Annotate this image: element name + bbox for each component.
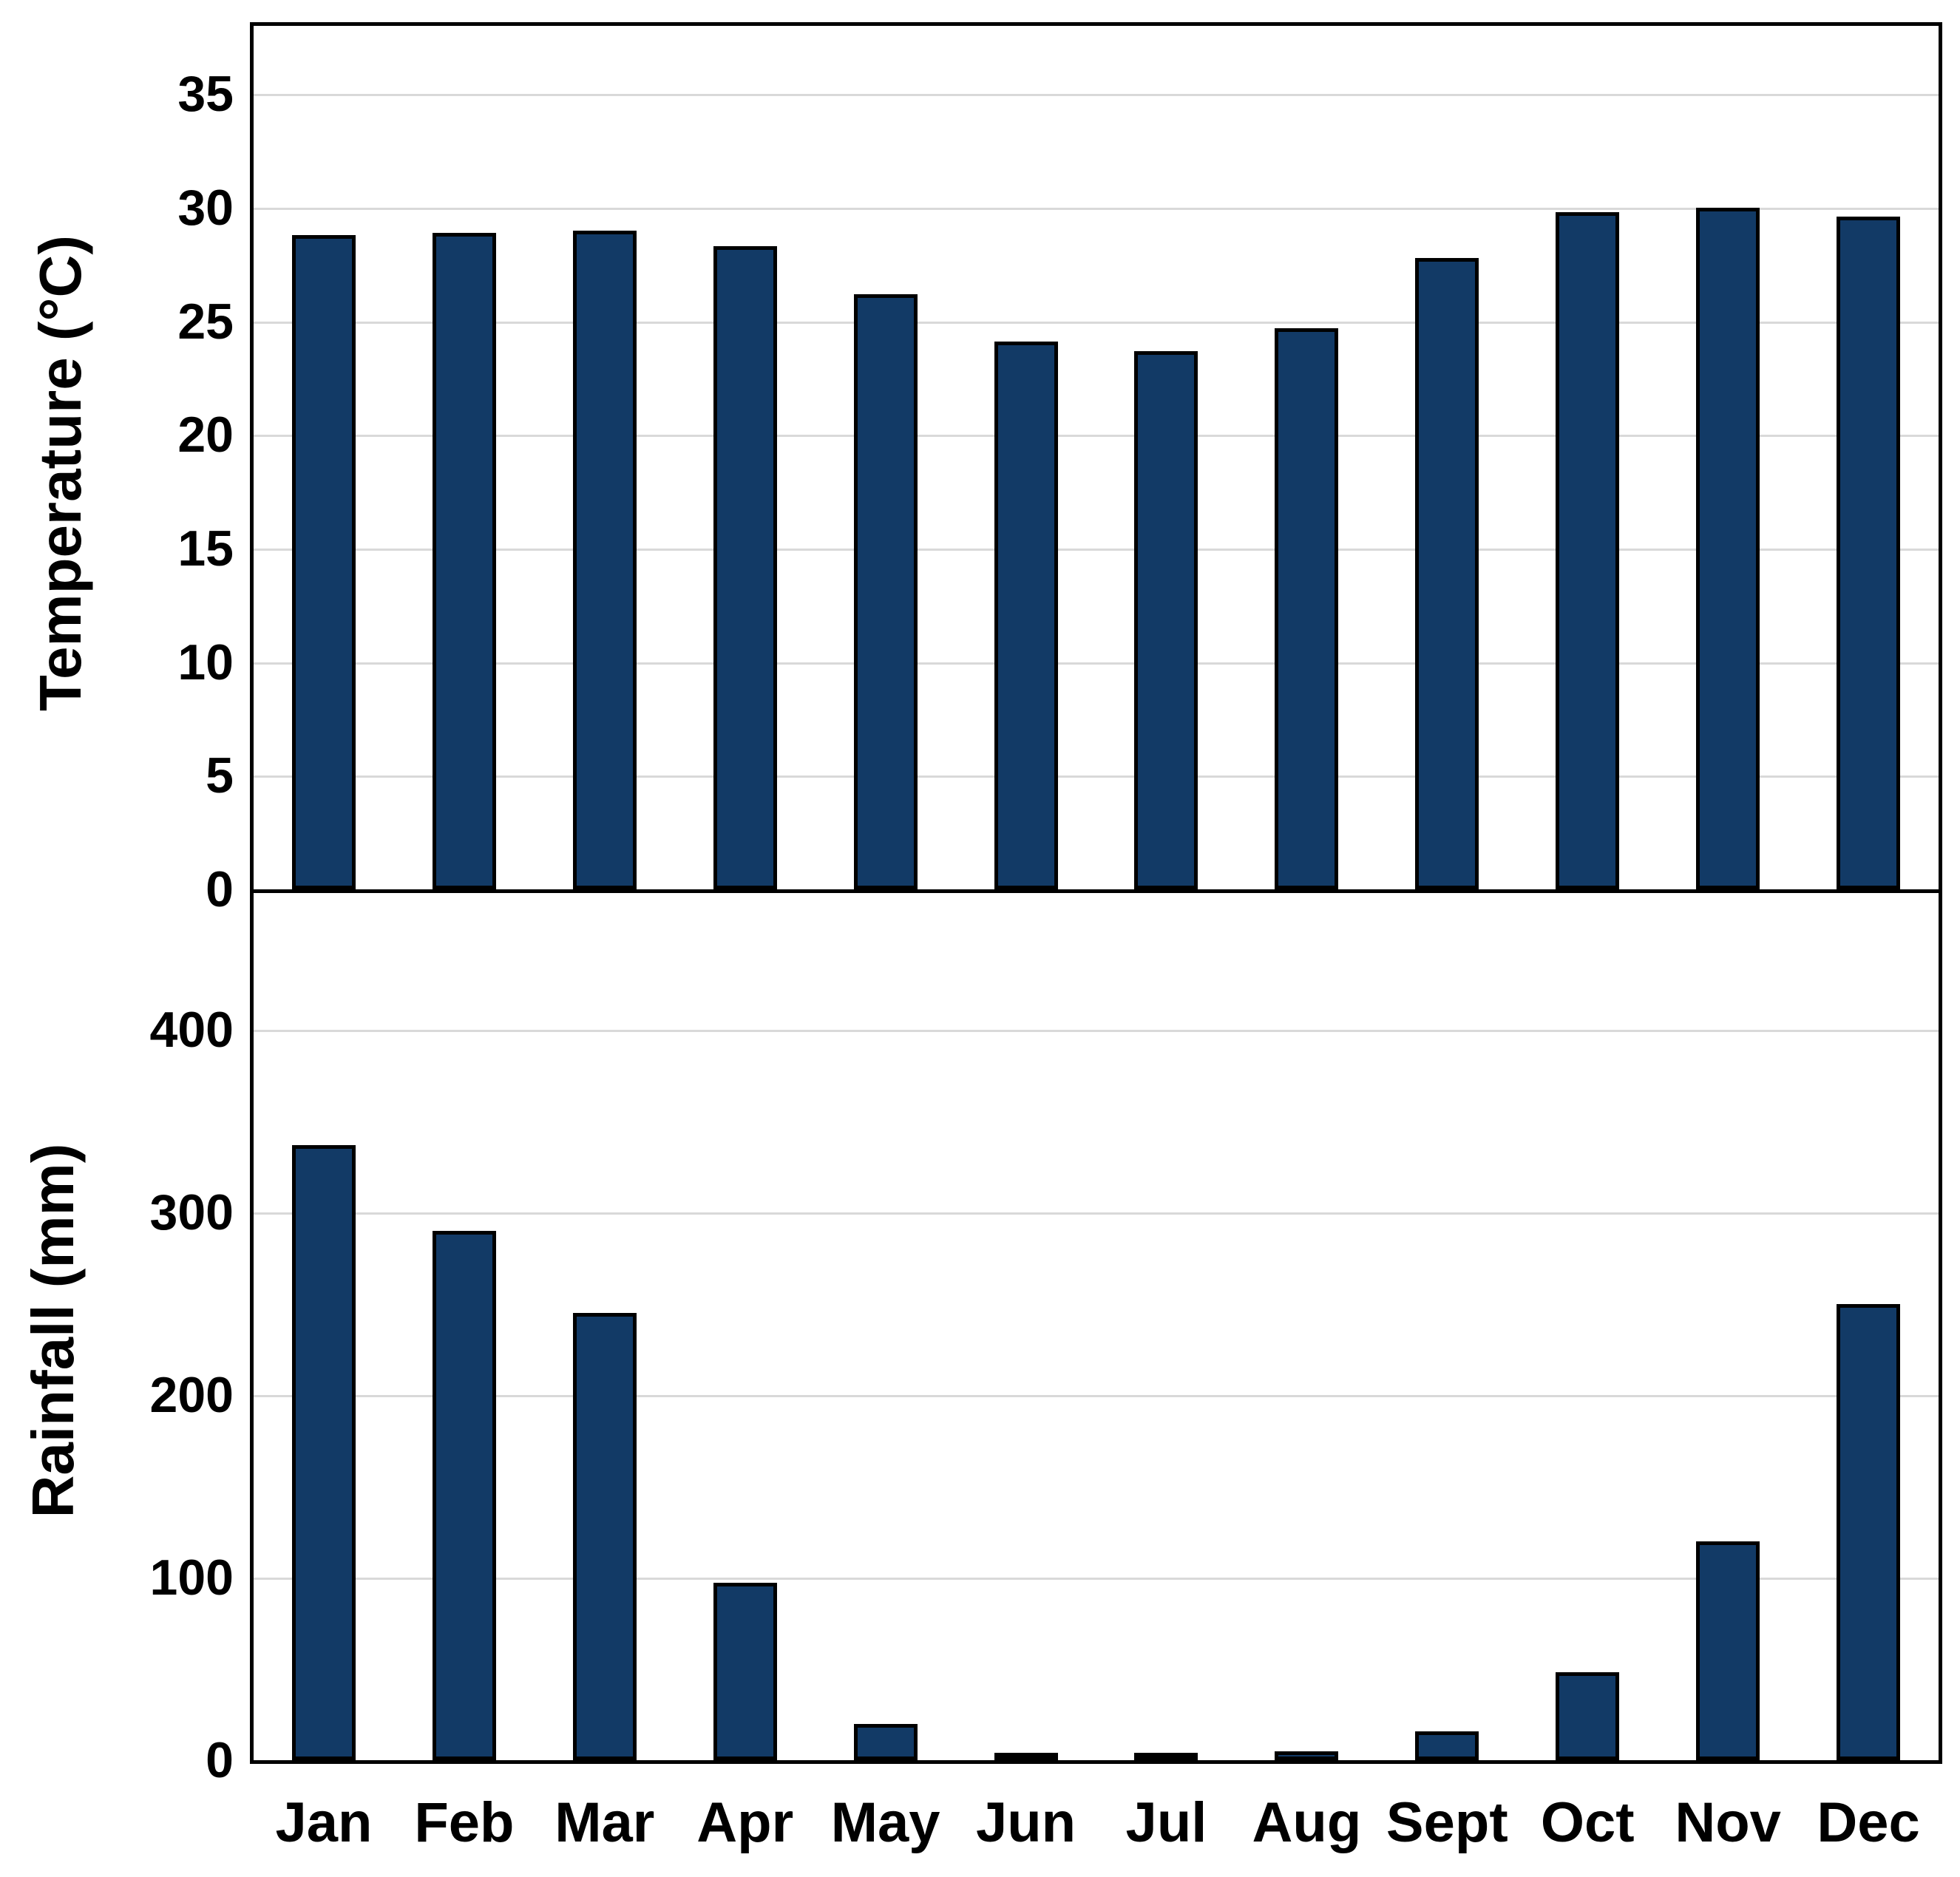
gridline-5: [254, 775, 1939, 778]
bar-temperature-mar: [572, 230, 637, 889]
gridline-25: [254, 321, 1939, 324]
xtick-label-apr: Apr: [696, 1791, 794, 1854]
bar-rainfall-mar: [572, 1312, 637, 1760]
bar-rainfall-nov: [1696, 1541, 1760, 1760]
xtick-label-dec: Dec: [1817, 1791, 1920, 1854]
gridline-30: [254, 207, 1939, 210]
bar-temperature-oct: [1556, 212, 1620, 889]
bar-temperature-jun: [994, 342, 1058, 889]
bar-temperature-aug: [1275, 327, 1339, 889]
gridline-10: [254, 662, 1939, 665]
bar-rainfall-dec: [1837, 1303, 1901, 1760]
rainfall-panel: [250, 893, 1942, 1764]
xtick-label-feb: Feb: [414, 1791, 515, 1854]
xtick-label-oct: Oct: [1540, 1791, 1635, 1854]
bar-rainfall-sept: [1415, 1731, 1479, 1760]
bar-rainfall-feb: [432, 1230, 496, 1760]
gridline-20: [254, 435, 1939, 438]
ytick-label-15: 15: [177, 520, 234, 577]
xtick-label-aug: Aug: [1252, 1791, 1362, 1854]
bar-temperature-jul: [1134, 350, 1198, 889]
gridline-15: [254, 548, 1939, 551]
xtick-label-mar: Mar: [555, 1791, 655, 1854]
ytick-label-0: 0: [206, 861, 234, 917]
ytick-label-100: 100: [149, 1550, 234, 1606]
xtick-label-nov: Nov: [1675, 1791, 1781, 1854]
ytick-label-20: 20: [177, 407, 234, 464]
bar-temperature-may: [853, 293, 918, 889]
ytick-label-10: 10: [177, 634, 234, 690]
ytick-label-5: 5: [206, 747, 234, 804]
bar-rainfall-aug: [1275, 1751, 1339, 1760]
bar-rainfall-jan: [291, 1144, 356, 1760]
ytick-label-30: 30: [177, 179, 234, 236]
gridline-100: [254, 1578, 1939, 1581]
gridline-400: [254, 1030, 1939, 1033]
bar-temperature-dec: [1837, 217, 1901, 889]
temperature-plot-area: [254, 26, 1939, 889]
ytick-label-400: 400: [149, 1002, 234, 1059]
bar-temperature-jan: [291, 234, 356, 889]
bar-temperature-apr: [713, 246, 777, 889]
gridline-35: [254, 94, 1939, 97]
bar-rainfall-jul: [1134, 1753, 1198, 1760]
xtick-label-sept: Sept: [1386, 1791, 1508, 1854]
bar-rainfall-jun: [994, 1753, 1058, 1760]
xtick-label-jan: Jan: [275, 1791, 373, 1854]
xtick-label-jul: Jul: [1125, 1791, 1207, 1854]
bar-rainfall-apr: [713, 1583, 777, 1760]
bar-temperature-sept: [1415, 257, 1479, 889]
ytick-label-25: 25: [177, 293, 234, 350]
xtick-label-may: May: [830, 1791, 940, 1854]
xtick-label-jun: Jun: [975, 1791, 1076, 1854]
ytick-label-35: 35: [177, 66, 234, 123]
bar-rainfall-oct: [1556, 1672, 1620, 1760]
ytick-label-0: 0: [206, 1732, 234, 1788]
ytick-label-200: 200: [149, 1367, 234, 1424]
bar-temperature-feb: [432, 232, 496, 889]
gridline-200: [254, 1395, 1939, 1398]
temperature-panel: [250, 22, 1942, 893]
gridline-300: [254, 1212, 1939, 1215]
bar-temperature-nov: [1696, 207, 1760, 889]
rainfall-plot-area: [254, 893, 1939, 1760]
ytick-label-300: 300: [149, 1184, 234, 1241]
bar-rainfall-may: [853, 1723, 918, 1760]
